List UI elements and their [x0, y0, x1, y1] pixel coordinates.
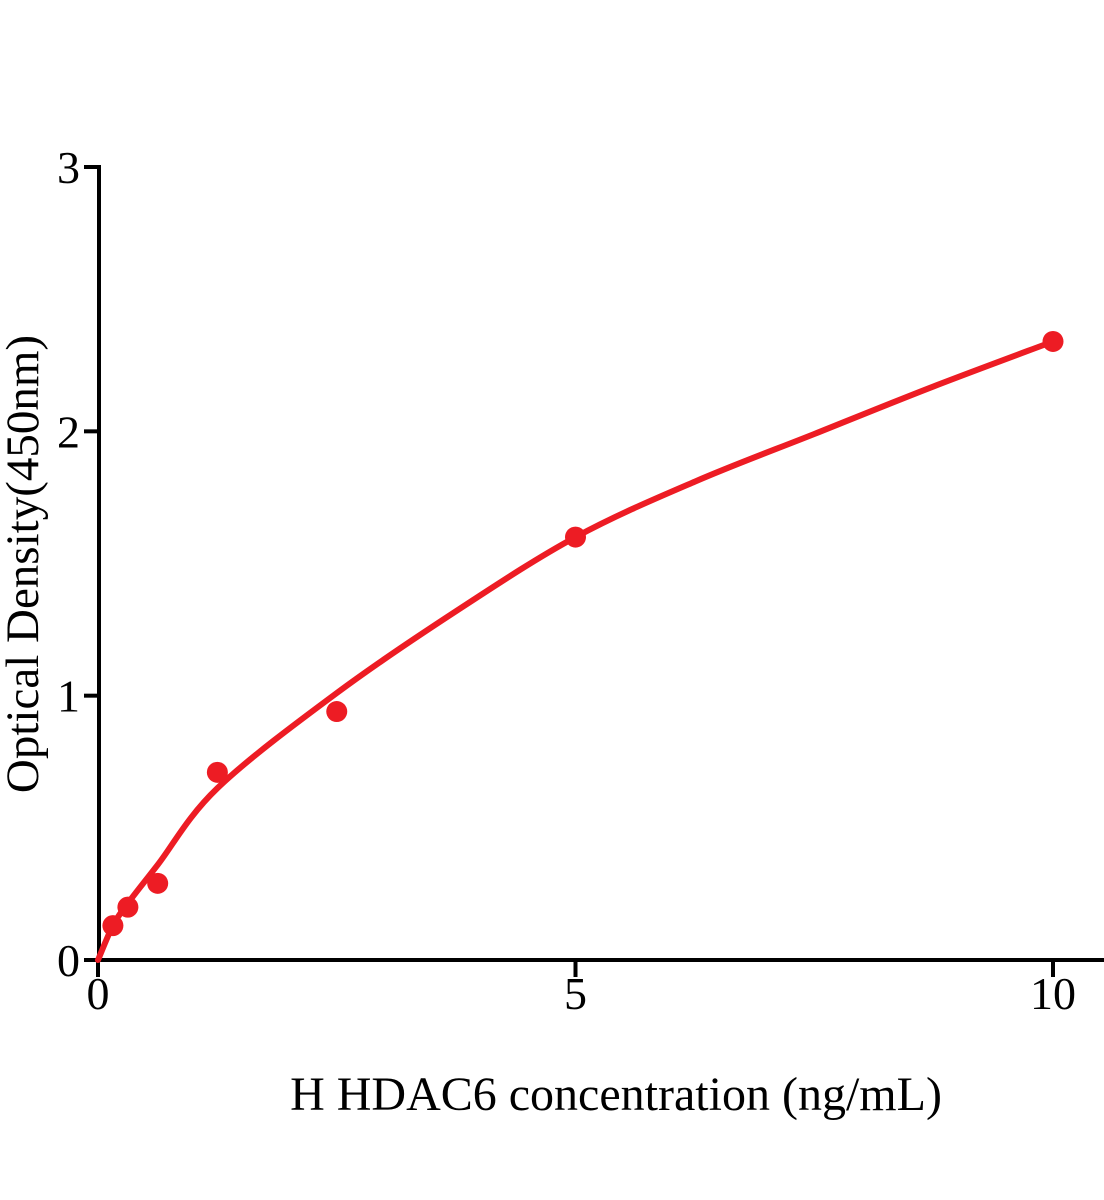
x-tick-label: 5 — [564, 968, 587, 1019]
y-tick-label: 0 — [57, 935, 80, 986]
data-point — [1042, 330, 1064, 352]
x-axis-title: H HDAC6 concentration (ng/mL) — [290, 1068, 942, 1121]
data-point — [565, 526, 586, 548]
fit-curve — [95, 338, 1056, 963]
y-axis-title: Optical Density(450nm) — [0, 335, 49, 793]
data-point — [102, 915, 124, 937]
y-tick-label: 1 — [57, 671, 80, 722]
data-point — [147, 872, 169, 894]
y-tick-label: 2 — [57, 406, 80, 457]
data-point — [117, 896, 139, 918]
x-tick-label: 0 — [87, 968, 110, 1019]
data-point — [326, 701, 348, 723]
x-tick-label: 10 — [1030, 968, 1076, 1019]
y-tick-label: 3 — [57, 142, 80, 193]
data-point — [206, 761, 228, 783]
